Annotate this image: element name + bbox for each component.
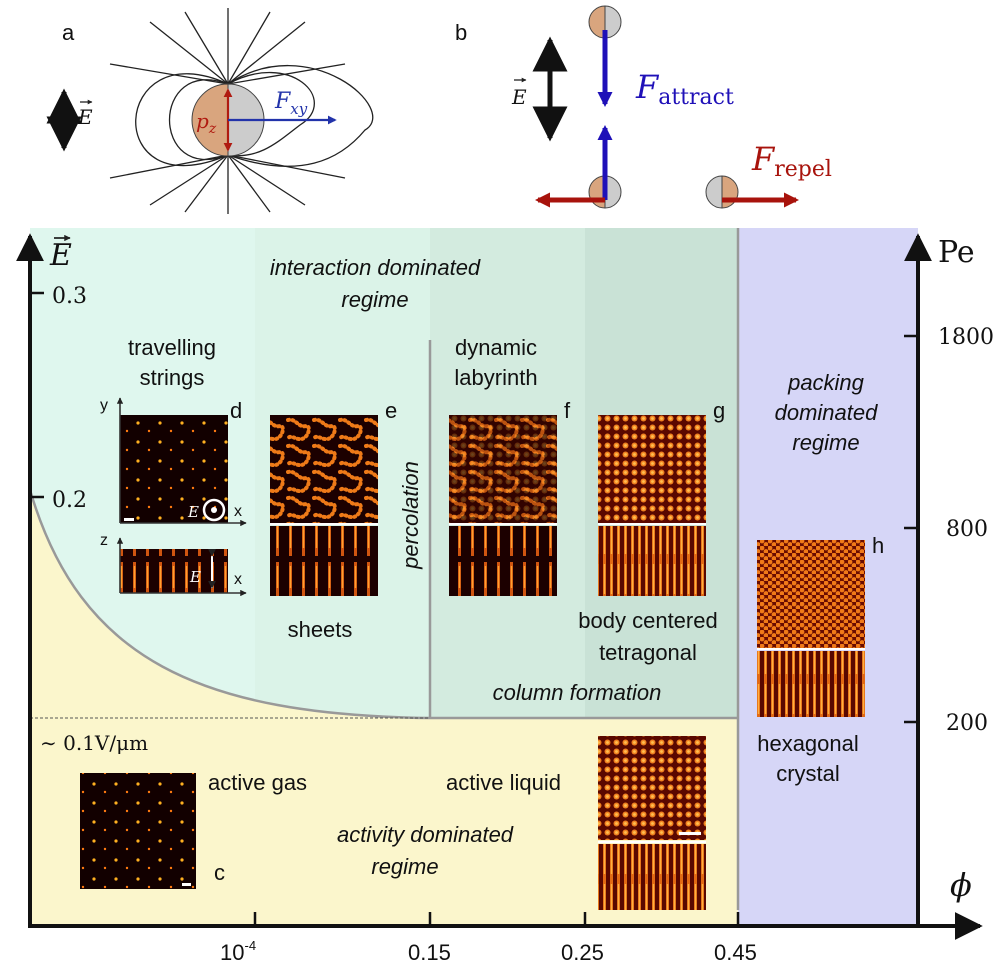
field-symbol-b: E [511, 85, 527, 109]
x-axis-title: ϕ [950, 866, 972, 904]
hex-label-line2: crystal [776, 761, 840, 786]
activity-boundary-curve [28, 489, 431, 720]
interaction-regime-line1: interaction dominated [270, 255, 481, 280]
gas-label: active gas [208, 770, 307, 795]
liquid-label: active liquid [446, 770, 561, 795]
bct-side-image [598, 526, 706, 596]
panel-label-g: g [713, 398, 725, 423]
hex-label-line1: hexagonal [757, 731, 859, 756]
column-formation-label: column formation [493, 680, 662, 705]
axes: 0.3 0.2 1800 800 200 10-4 0.15 0.25 0.45… [15, 233, 994, 965]
y-axis-right-title: Pe [938, 235, 975, 270]
bct-top-image [598, 415, 706, 523]
attract-label: Fattract [635, 68, 734, 110]
scale-bar-c [182, 883, 191, 886]
liquid-top-image [598, 736, 706, 840]
packing-regime-line2: dominated [775, 400, 879, 425]
inset-y-label: y [100, 397, 108, 414]
liquid-side-image [598, 844, 706, 910]
panel-label-b: b [455, 20, 467, 45]
svg-text:E: E [49, 238, 72, 273]
particle-bottom-silica [604, 175, 622, 209]
strings-label-line2: strings [140, 365, 205, 390]
panel-liquid [598, 736, 706, 910]
inset-z-label: z [100, 532, 108, 549]
x-tick-label-0.25: 0.25 [561, 940, 604, 965]
labyrinth-side-image [449, 526, 557, 596]
strings-label-line1: travelling [128, 335, 216, 360]
inset-x-label: x [234, 503, 242, 520]
left-tick-label-0.2: 0.2 [52, 488, 87, 513]
field-out-of-plane-icon [202, 498, 226, 522]
labyrinth-label-line2: labyrinth [454, 365, 537, 390]
left-tick-label-0.3: 0.3 [52, 284, 87, 309]
panel-a-dipole: a E pz [46, 8, 374, 214]
packing-regime-line3: regime [792, 430, 859, 455]
right-tick-label-200: 200 [946, 711, 988, 736]
sheets-top-image [270, 415, 378, 523]
panel-c-gas: c [80, 773, 225, 889]
gas-image [80, 773, 196, 889]
field-symbol-a: E [77, 105, 93, 129]
phase-labels: travelling strings sheets dynamic labyri… [128, 335, 859, 795]
particle-top-silica [604, 5, 622, 39]
labyrinth-label-line1: dynamic [455, 335, 537, 360]
threshold-label: ∼ 0.1V/μm [40, 731, 148, 755]
field-lines [109, 8, 374, 214]
x-tick-label-0.15: 0.15 [408, 940, 451, 965]
activity-curve-fill [30, 490, 430, 718]
panel-d-strings: y x z x E E d [100, 397, 247, 597]
inset-E-label-2: E [189, 568, 201, 586]
x-tick-label-0.45: 0.45 [714, 940, 757, 965]
sheets-side-image [270, 526, 378, 596]
strings-top-image [120, 415, 228, 523]
bct-label-line1: body centered [578, 608, 717, 633]
x-tick-label-1e-4: 10-4 [220, 938, 256, 965]
inset-x2-label: x [234, 571, 242, 588]
panel-f-labyrinth: f [449, 398, 571, 596]
panel-label-h: h [872, 533, 884, 558]
right-tick-label-1800: 1800 [938, 325, 994, 350]
repel-label: Frepel [751, 140, 832, 182]
scale-bar-d [124, 518, 134, 521]
inset-E-label: E [187, 503, 199, 521]
panel-label-e: e [385, 398, 397, 423]
dipole-symbol: pz [196, 109, 217, 137]
packing-regime-line1: packing [787, 370, 865, 395]
interaction-regime-line2: regime [341, 287, 408, 312]
panel-label-d: d [230, 398, 242, 423]
regime-labels: interaction dominated regime packing dom… [270, 255, 878, 879]
activity-regime-line2: regime [371, 854, 438, 879]
panel-label-a: a [62, 20, 75, 45]
activity-regime-line1: activity dominated [337, 822, 514, 847]
scale-bar-liquid [679, 832, 701, 835]
phase-boundaries [28, 228, 740, 910]
particle-half-metal [191, 83, 229, 157]
force-xy-symbol: Fxy [274, 89, 308, 118]
panel-h-hex: h [757, 533, 884, 717]
panel-label-f: f [564, 398, 571, 423]
sheets-label: sheets [288, 617, 353, 642]
particle-top-metal [588, 5, 606, 39]
right-tick-label-800: 800 [946, 517, 988, 542]
bct-label-line2: tetragonal [599, 640, 697, 665]
panel-label-c: c [214, 860, 225, 885]
hex-top-image [757, 540, 865, 648]
panel-b-forces: b E Fattract Frepel [455, 5, 832, 209]
y-axis-left-title: E [49, 234, 72, 273]
particle-right-metal [721, 175, 739, 209]
percolation-label: percolation [398, 461, 423, 570]
hex-side-image [757, 651, 865, 717]
panel-g-bct: g [598, 398, 725, 596]
panel-e-sheets: e [270, 398, 397, 596]
particle-right-silica [705, 175, 723, 209]
